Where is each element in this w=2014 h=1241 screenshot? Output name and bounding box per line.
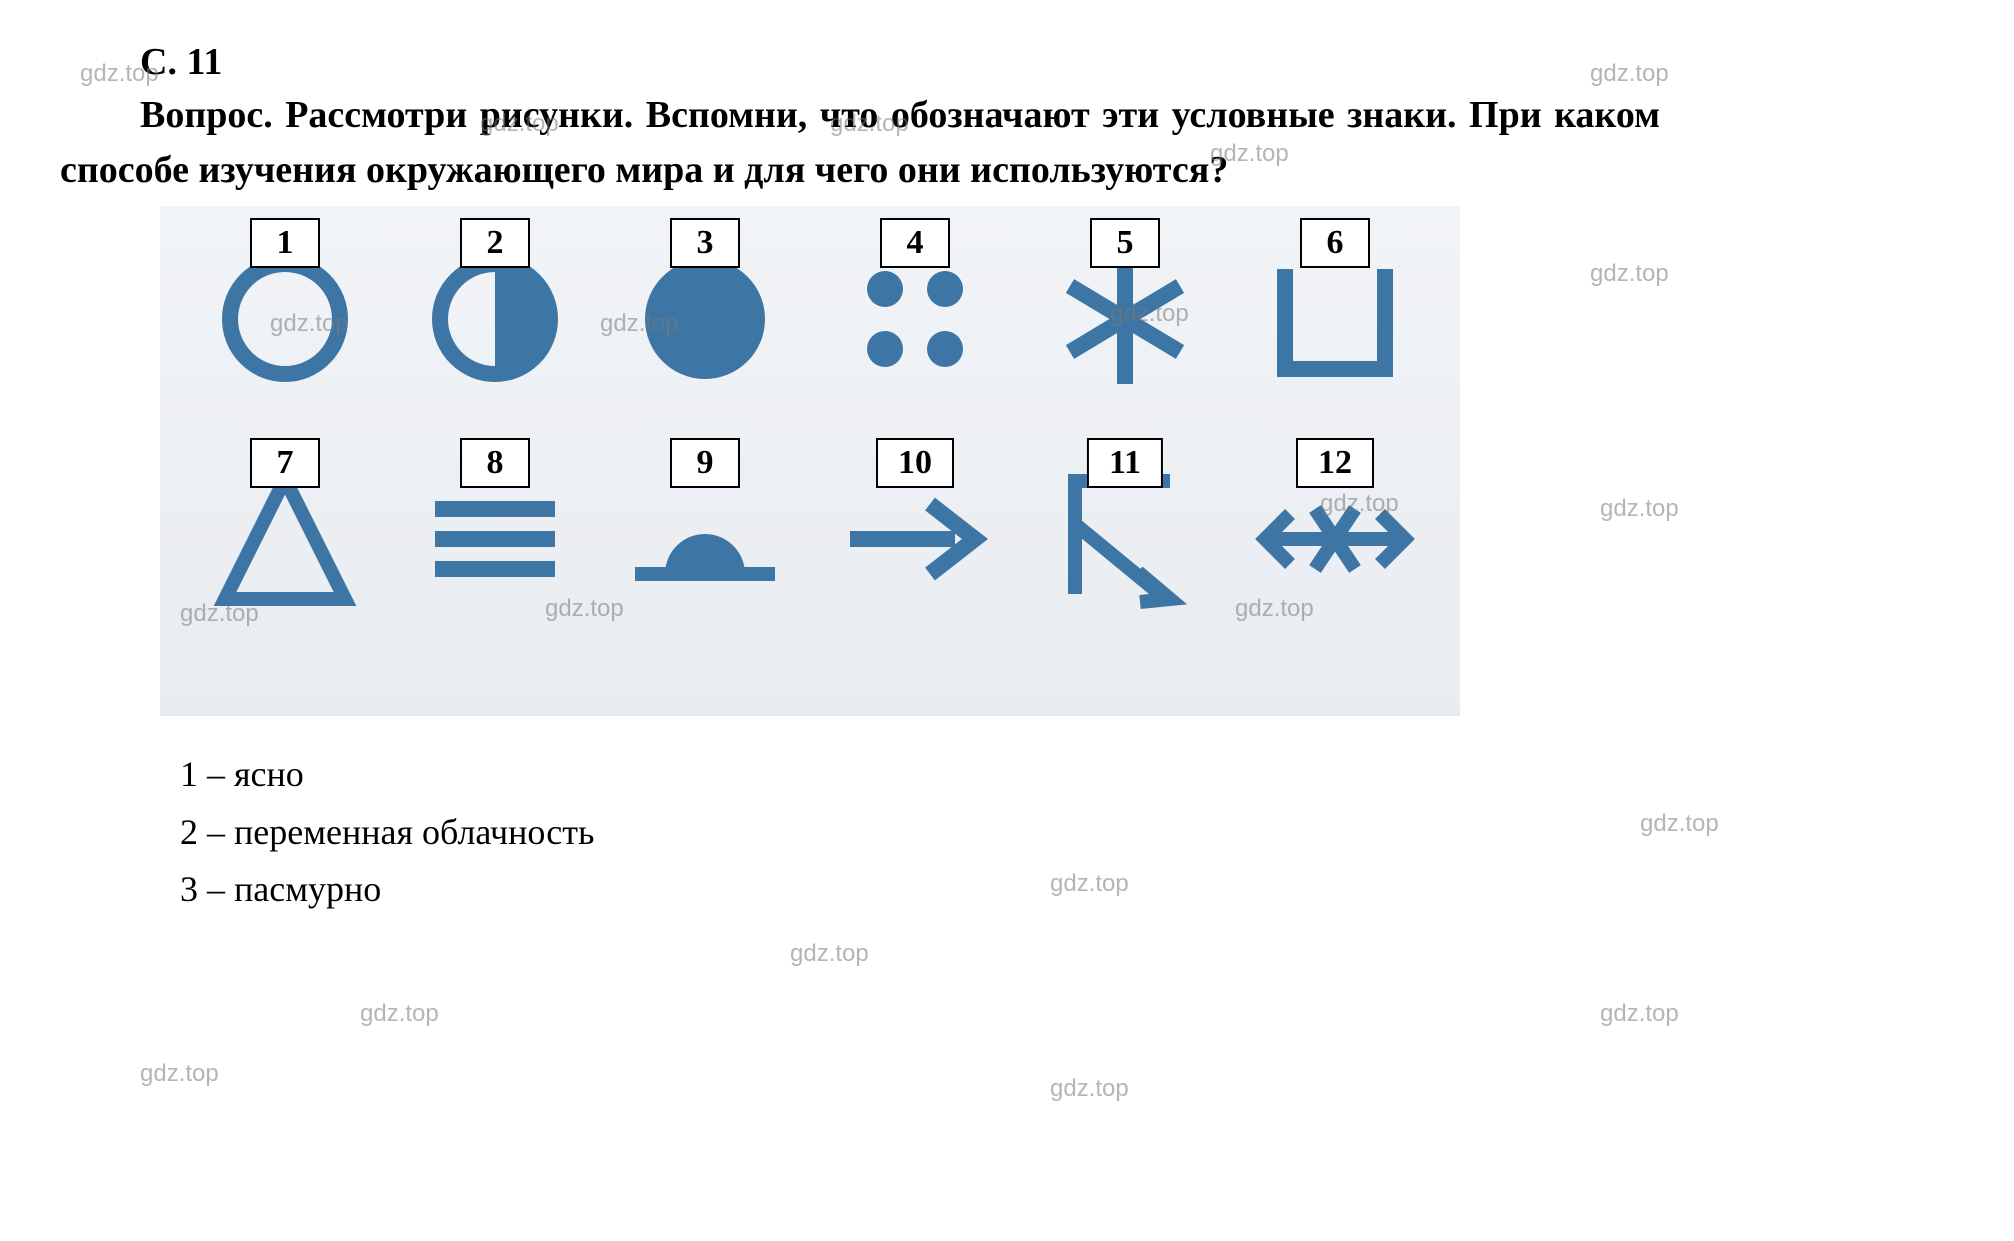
number-box: 10	[876, 438, 954, 488]
number-box: 7	[250, 438, 320, 488]
number-box: 2	[460, 218, 530, 268]
legend-item: 1 – ясно	[180, 746, 1954, 804]
number-box: 8	[460, 438, 530, 488]
legend-item: 2 – переменная облачность	[180, 804, 1954, 862]
symbol-cell: 9	[615, 456, 795, 626]
symbol-cell: 2	[405, 236, 585, 406]
number-box: 4	[880, 218, 950, 268]
symbol-cell: 6	[1245, 236, 1425, 406]
symbol-cell: 8	[405, 456, 585, 626]
number-box: 3	[670, 218, 740, 268]
watermark: gdz.top	[1050, 1075, 1129, 1103]
watermark: gdz.top	[360, 1000, 439, 1028]
watermark: gdz.top	[140, 1060, 219, 1088]
question-text: Вопрос. Рассмотри рисунки. Вспомни, что …	[60, 88, 1660, 198]
watermark: gdz.top	[1590, 260, 1669, 288]
number-box: 12	[1296, 438, 1374, 488]
legend-item: 3 – пасмурно	[180, 861, 1954, 919]
symbol-cell: 5	[1035, 236, 1215, 406]
symbol-cell: 11	[1035, 456, 1215, 626]
watermark: gdz.top	[790, 940, 869, 968]
symbol-row-1: 12 34 5 6	[180, 236, 1440, 406]
number-box: 1	[250, 218, 320, 268]
number-box: 5	[1090, 218, 1160, 268]
symbol-row-2: 78 9 10 11 12	[180, 456, 1440, 626]
symbol-cell: 7	[195, 456, 375, 626]
symbol-cell: 4	[825, 236, 1005, 406]
symbol-cell: 3	[615, 236, 795, 406]
page-reference: С. 11	[60, 40, 1954, 84]
number-box: 6	[1300, 218, 1370, 268]
number-box: 9	[670, 438, 740, 488]
watermark: gdz.top	[1600, 1000, 1679, 1028]
watermark: gdz.top	[1600, 495, 1679, 523]
legend-list: 1 – ясно2 – переменная облачность3 – пас…	[180, 746, 1954, 919]
symbol-cell: 1	[195, 236, 375, 406]
symbols-diagram: 12 34 5 6 78 9 10 11 12	[160, 206, 1460, 716]
number-box: 11	[1087, 438, 1163, 488]
symbol-cell: 12	[1245, 456, 1425, 626]
symbol-cell: 10	[825, 456, 1005, 626]
